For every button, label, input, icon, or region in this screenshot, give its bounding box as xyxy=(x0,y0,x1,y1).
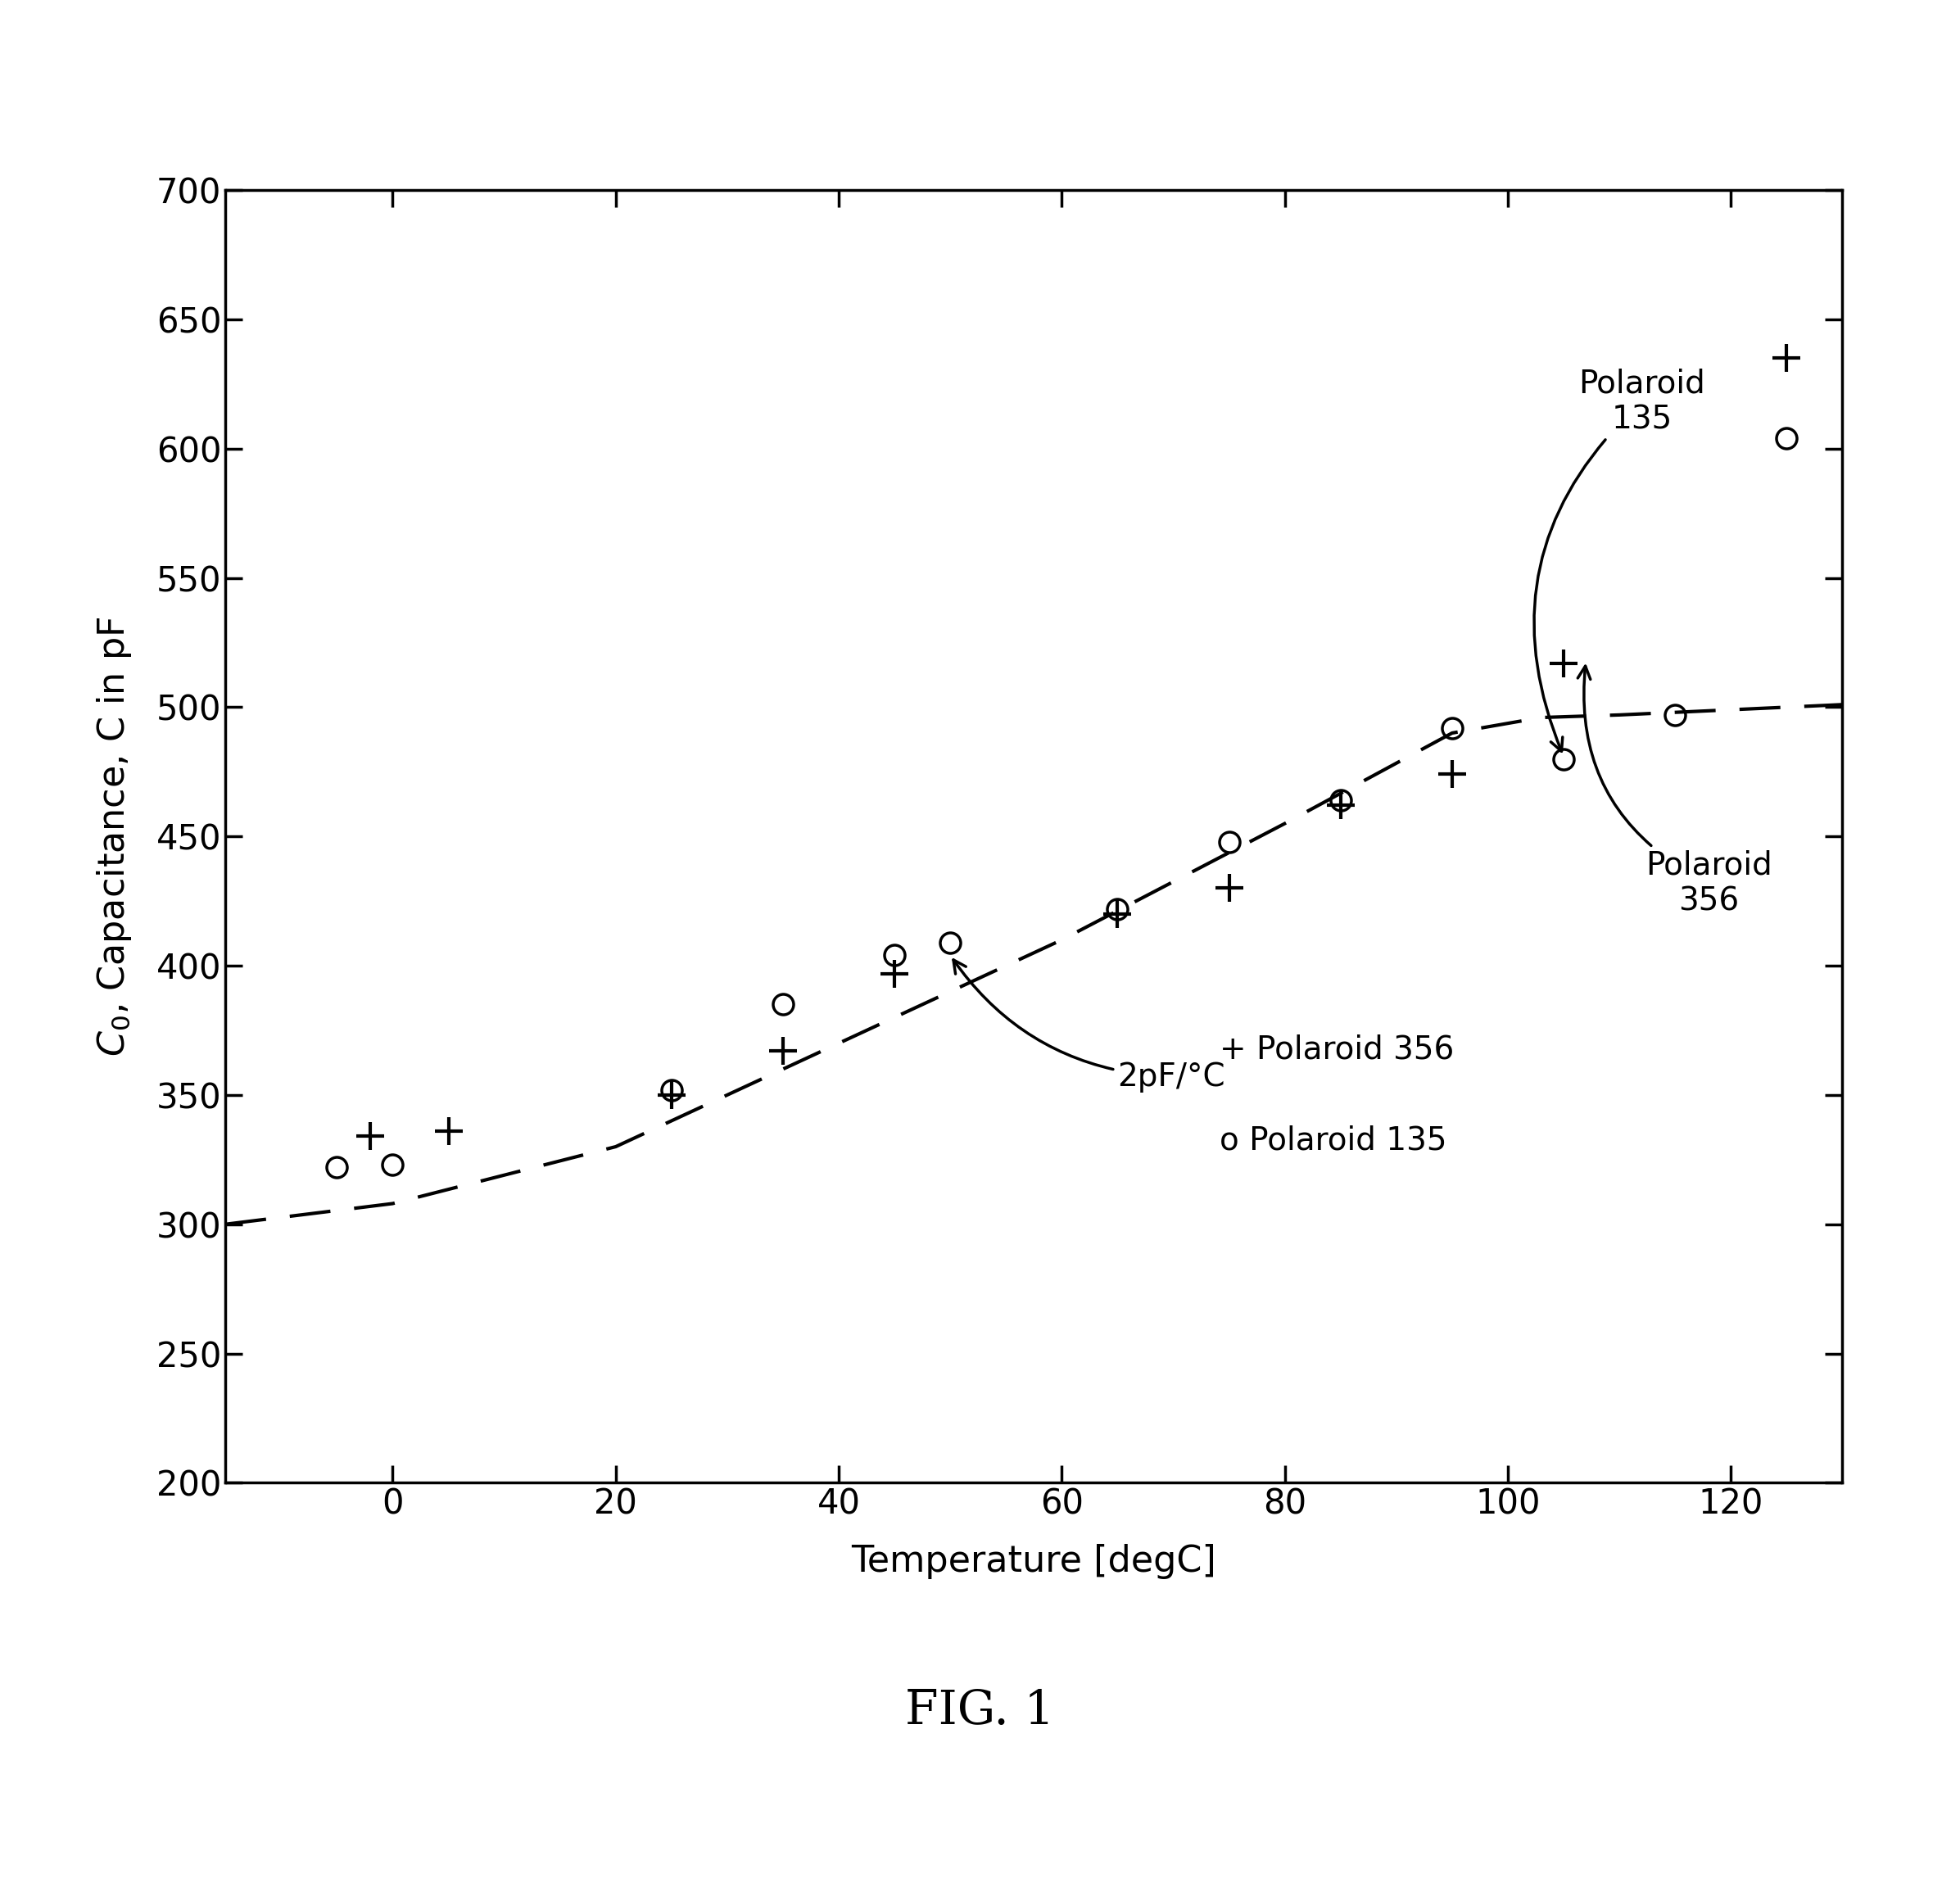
Text: 2pF/°C: 2pF/°C xyxy=(953,960,1225,1093)
Text: FIG. 1: FIG. 1 xyxy=(906,1688,1054,1734)
Y-axis label: $C_0$, Capacitance, C in pF: $C_0$, Capacitance, C in pF xyxy=(94,616,133,1057)
Text: Polaroid
356: Polaroid 356 xyxy=(1578,665,1772,916)
Text: + Polaroid 356: + Polaroid 356 xyxy=(1219,1034,1454,1065)
Text: Polaroid
135: Polaroid 135 xyxy=(1535,369,1705,751)
Text: o Polaroid 135: o Polaroid 135 xyxy=(1219,1125,1446,1156)
X-axis label: Temperature [degC]: Temperature [degC] xyxy=(851,1544,1217,1580)
